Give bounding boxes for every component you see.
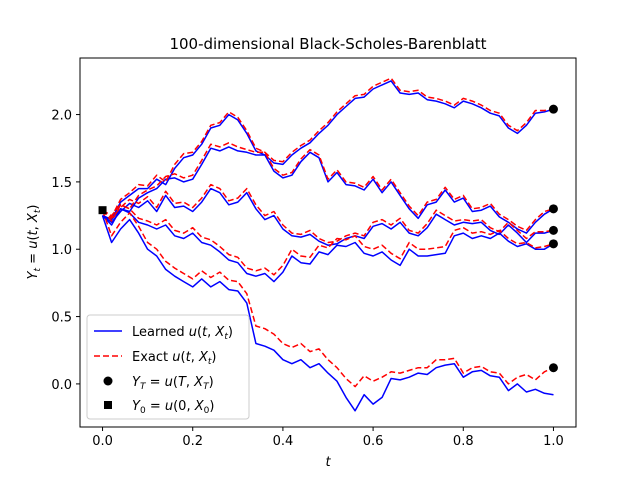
x-tick-label: 0.2 — [182, 434, 203, 449]
x-tick-label: 0.0 — [92, 434, 113, 449]
y-tick-label: 2.0 — [51, 109, 72, 124]
x-tick-label: 0.8 — [453, 434, 474, 449]
legend-endpoint-marker — [103, 376, 113, 386]
legend-start-marker — [104, 401, 112, 409]
exact-path-5 — [101, 209, 554, 388]
terminal-marker-1 — [548, 104, 558, 114]
terminal-marker-3 — [548, 225, 558, 235]
legend-learned-label: Learned u(t, Xt) — [132, 325, 233, 342]
learned-path-4 — [101, 208, 554, 283]
y-axis-label: Yt = u(t, Xt) — [26, 205, 43, 280]
x-tick-label: 0.4 — [273, 434, 294, 449]
y-tick-label: 0.0 — [51, 378, 72, 393]
x-tick-label: 0.6 — [363, 434, 384, 449]
learned-path-3 — [102, 187, 554, 246]
terminal-marker-4 — [548, 239, 558, 249]
y-tick-label: 0.5 — [51, 311, 72, 326]
plot-frame — [79, 57, 577, 428]
y-axis: 0.0 0.5 1.0 1.5 2.0 — [51, 109, 80, 393]
x-axis-label: t — [325, 455, 331, 470]
learned-path-2 — [102, 146, 554, 234]
chart-title: 100-dimensional Black-Scholes-Barenblatt — [169, 35, 486, 53]
learned-path-5 — [101, 215, 554, 412]
legend: Learned u(t, Xt) Exact u(t, Xt) YT = u(T… — [86, 314, 250, 420]
exact-path-3 — [102, 183, 554, 244]
legend-start-label: Y0 = u(0, X0) — [132, 399, 214, 416]
exact-path-4 — [101, 204, 554, 276]
x-tick-label: 1.0 — [543, 434, 564, 449]
y-tick-label: 1.5 — [51, 176, 72, 191]
start-marker — [98, 206, 107, 215]
exact-path-2 — [102, 142, 554, 232]
legend-box — [86, 314, 250, 420]
learned-path-1 — [102, 80, 554, 221]
x-axis: 0.0 0.2 0.4 0.6 0.8 1.0 — [92, 427, 564, 449]
legend-exact-label: Exact u(t, Xt) — [132, 350, 216, 367]
terminal-marker-5 — [548, 363, 558, 373]
legend-endpoint-label: YT = u(T, XT) — [132, 375, 214, 392]
y-tick-label: 1.0 — [51, 243, 72, 258]
exact-path-1 — [102, 77, 554, 218]
terminal-marker-2 — [548, 204, 558, 214]
plot-area — [98, 77, 558, 412]
